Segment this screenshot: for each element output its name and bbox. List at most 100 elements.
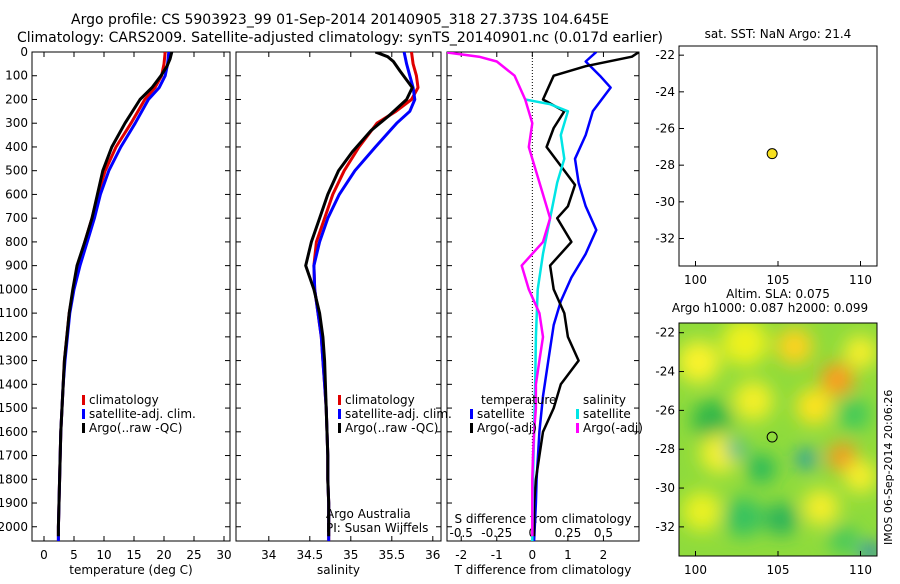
temperature-xtick-label: 25 [186,548,201,562]
sla_map-ytick-label: -26 [655,403,675,417]
sla_map-xtick-label: 100 [684,563,707,577]
temperature-ytick-label: 2000 [0,520,28,534]
sst_map-ytick-label: -24 [655,85,675,99]
sst_map-xtick-label: 105 [767,273,790,287]
salinity-line-3 [304,52,414,537]
diff-legend-header-salinity: salinity [583,393,626,407]
temperature-ytick-label: 1900 [0,496,28,510]
sla-cell-15 [844,459,877,493]
temperature-xlabel: temperature (deg C) [69,563,192,577]
temperature-ytick-label: 1800 [0,472,28,486]
salinity-panel: 34 34.5 35 35.5 36 salinity climatologysatelli… [235,51,452,577]
temperature-series [56,52,174,541]
salinity-xtick-label: 36 [425,548,440,562]
sla-cell-19 [802,489,840,526]
salinity-xtick-label: 34.5 [296,548,323,562]
temperature-xtick-label: 15 [126,548,141,562]
salinity-legend-1-swatch [338,395,341,405]
salinity-frame [235,51,442,542]
temperature-ytick-label: 1200 [0,330,28,344]
differences-series [447,52,639,541]
sst_map-ytick-label: -22 [655,48,675,62]
temperature-xtick-label: 10 [96,548,111,562]
sla-cell-8 [796,388,833,425]
salinity-legend-1-label: climatology [345,393,415,407]
figure-title: Argo profile: CS 5903923_99 01-Sep-2014 … [71,12,609,28]
temperature-xtick-label: 0 [40,548,48,562]
sla-cell-1 [679,340,721,384]
sst_map-ytick-label: -32 [655,232,675,246]
differences-line-1 [532,52,612,541]
temperature-ytick-label: 800 [5,235,28,249]
sla-cell-2 [721,323,769,366]
sla_map-ytick-label: -24 [655,365,675,379]
salinity-legend-2-swatch [338,409,341,419]
temperature-xtick-label: 30 [216,548,231,562]
temperature-line-2 [56,52,171,541]
differences-line-2 [532,52,639,537]
imos-timestamp: IMOS 06-Sep-2014 20:06:26 [882,390,895,545]
sla_map-ytick-label: -30 [655,481,675,495]
temperature-legend-2-swatch [82,409,85,419]
temperature-legend-3-label: Argo(..raw -QC) [89,421,182,435]
temperature-line-3 [56,52,174,537]
diff-legend-1-swatch [470,409,473,419]
temperature-panel: 0 5 10 15 20 25 300100200300400500600700800900… [0,45,232,577]
temperature-ytick-label: 1700 [0,449,28,463]
sla_map-ytick-label: -28 [655,442,675,456]
temperature-ytick-label: 1300 [0,354,28,368]
differences-xtick-label: 1 [564,548,572,562]
sla-title-1: Altim. SLA: 0.075 [726,287,830,301]
differences-xtick-label: -2 [455,548,467,562]
sla-cell-11 [725,439,745,460]
differences-xtick-label: -1 [491,548,503,562]
sst-map-panel: sat. SST: NaN Argo: 21.4 100 105 110 -22 -24 -… [655,27,878,287]
sdiff-tick-label: -0.25 [481,526,512,540]
sla-cell-18 [764,502,798,536]
sla-cell-5 [844,335,877,369]
temperature-ytick-label: 600 [5,187,28,201]
sst_map-xtick-label: 110 [849,273,872,287]
salinity-annotation-1: Argo Australia [326,507,411,521]
differences-xtick-label: 0 [529,548,537,562]
argo-position-ring [766,431,778,443]
sla-cell-16 [682,491,722,532]
temperature-ytick-label: 1600 [0,425,28,439]
sla-cell-13 [796,449,816,469]
sla-cell-12 [746,453,777,484]
argo-position-marker [766,148,778,160]
sst_map-xtick-label: 100 [684,273,707,287]
diff-legend-2-swatch [470,423,473,433]
sdiff-tick-label: -0.5 [450,526,473,540]
difference-panel: -2 -1 0 1 2-0.5 -0.25 0 0.25 0.5S difference fro… [446,51,643,577]
sst_map-ytick-label: -26 [655,122,675,136]
temperature-line-1 [56,52,167,541]
sla_map-ytick-label: -22 [655,326,675,340]
temperature-legend-2-label: satellite-adj. clim. [89,407,196,421]
temperature-ytick-label: 300 [5,116,28,130]
sla-cell-6 [692,400,732,440]
diff-legend-2-label: Argo(-adj) [477,421,537,435]
sla-heatmap-cells [679,323,877,556]
sst_map-ytick-label: -28 [655,158,675,172]
differences-frame [446,51,640,542]
diff-legend-4-swatch [576,423,579,433]
sdiff-tick-label: 0.25 [555,526,582,540]
salinity-legend-2-label: satellite-adj. clim. [345,407,452,421]
sla-cell-4 [820,362,854,396]
temperature-xtick-label: 5 [70,548,78,562]
sla-cell-3 [776,328,813,365]
salinity-xtick-label: 35 [343,548,358,562]
salinity-xlabel: salinity [317,563,360,577]
sla-title-2: Argo h1000: 0.087 h2000: 0.099 [672,301,868,315]
salinity-line-1 [312,52,420,541]
salinity-legend-3-swatch [338,423,341,433]
temperature-xtick-label: 20 [156,548,171,562]
diff-legend-3-label: satellite [583,407,631,421]
salinity-annotation-2: PI: Susan Wijffels [326,521,428,535]
temperature-ytick-label: 400 [5,140,28,154]
sla_map-ytick-label: -32 [655,520,675,534]
temperature-legend-1-swatch [82,395,85,405]
